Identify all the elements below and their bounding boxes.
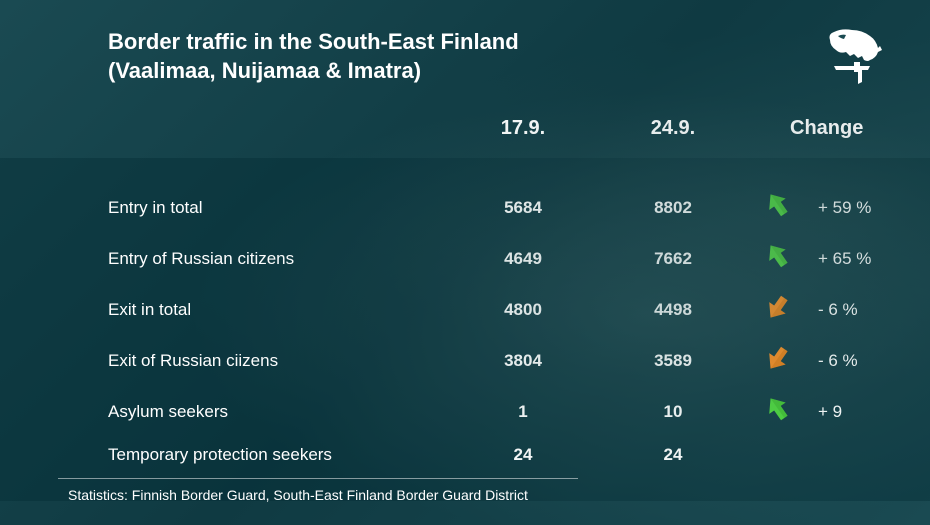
arrow-cell: [748, 343, 808, 378]
row-label: Exit of Russian ciizens: [108, 351, 448, 371]
table-row: Entry in total 5684 8802 + 59 %: [0, 182, 930, 233]
down-arrow-icon: [761, 343, 795, 378]
footer-divider: [58, 478, 578, 479]
table-row: Entry of Russian citizens 4649 7662 + 65…: [0, 233, 930, 284]
table-row: Asylum seekers 1 10 + 9: [0, 386, 930, 437]
row-label: Entry of Russian citizens: [108, 249, 448, 269]
row-change: - 6 %: [808, 300, 930, 320]
table-row: Temporary protection seekers 24 24: [0, 437, 930, 473]
arrow-cell: [748, 190, 808, 225]
up-arrow-icon: [761, 190, 795, 225]
title-line-1: Border traffic in the South-East Finland: [108, 28, 930, 57]
row-label: Entry in total: [108, 198, 448, 218]
row-change: + 65 %: [808, 249, 930, 269]
footer-source: Statistics: Finnish Border Guard, South-…: [68, 487, 528, 503]
row-value-2: 4498: [598, 300, 748, 320]
column-headers: 17.9. 24.9. Change: [0, 85, 930, 158]
row-label: Temporary protection seekers: [108, 445, 448, 465]
row-value-2: 24: [598, 445, 748, 465]
row-value-2: 8802: [598, 198, 748, 218]
row-change: + 9: [808, 402, 930, 422]
bear-sword-logo-icon: [818, 22, 890, 94]
down-arrow-icon: [761, 292, 795, 327]
row-value-2: 3589: [598, 351, 748, 371]
row-value-2: 10: [598, 402, 748, 422]
table-row: Exit of Russian ciizens 3804 3589 - 6 %: [0, 335, 930, 386]
col-header-date2: 24.9.: [598, 117, 748, 140]
col-header-blank: [108, 117, 448, 140]
col-header-change: Change: [748, 117, 930, 140]
row-value-1: 4649: [448, 249, 598, 269]
row-value-1: 5684: [448, 198, 598, 218]
row-value-1: 1: [448, 402, 598, 422]
arrow-cell: [748, 292, 808, 327]
row-label: Asylum seekers: [108, 402, 448, 422]
row-value-1: 24: [448, 445, 598, 465]
title-line-2: (Vaalimaa, Nuijamaa & Imatra): [108, 57, 930, 86]
up-arrow-icon: [761, 394, 795, 429]
up-arrow-icon: [761, 241, 795, 276]
data-table: Entry in total 5684 8802 + 59 % Entry of…: [0, 158, 930, 501]
arrow-cell: [748, 241, 808, 276]
table-row: Exit in total 4800 4498 - 6 %: [0, 284, 930, 335]
row-value-1: 4800: [448, 300, 598, 320]
header: Border traffic in the South-East Finland…: [0, 0, 930, 85]
row-label: Exit in total: [108, 300, 448, 320]
row-change: + 59 %: [808, 198, 930, 218]
row-value-2: 7662: [598, 249, 748, 269]
arrow-cell: [748, 394, 808, 429]
row-value-1: 3804: [448, 351, 598, 371]
col-header-date1: 17.9.: [448, 117, 598, 140]
row-change: - 6 %: [808, 351, 930, 371]
